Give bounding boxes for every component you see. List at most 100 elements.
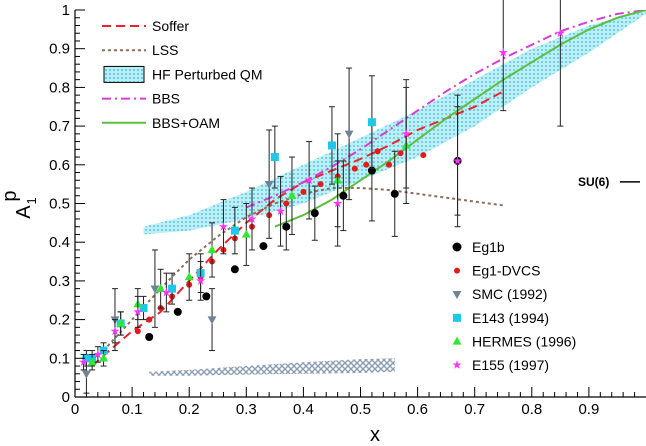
data-point [110, 326, 120, 336]
legend-marker [454, 267, 460, 274]
x-tick-label: 0.8 [521, 401, 542, 418]
svg-text:A1: A1 [13, 197, 39, 219]
legend-label: E155 (1997) [472, 357, 549, 373]
y-axis-title-main: A [13, 205, 35, 219]
data-point [99, 353, 108, 362]
data-point [282, 222, 291, 231]
legend-marker [453, 313, 461, 322]
x-tick-label: 0.7 [464, 401, 485, 418]
legend-item-eg1b: Eg1b [452, 239, 505, 255]
data-point [317, 181, 324, 188]
data-point [555, 28, 565, 38]
legend-item-lss: LSS [102, 42, 178, 58]
y-tick-label: 0.2 [49, 312, 70, 329]
legend-marker [452, 336, 462, 345]
data-point [161, 287, 171, 297]
legend-item-bbs: BBS [102, 91, 180, 107]
y-axis-title: A1 p [0, 190, 39, 218]
data-point [202, 292, 211, 301]
data-point [390, 189, 399, 198]
x-tick-label: 0.4 [293, 401, 314, 418]
data-point [156, 283, 166, 292]
y-tick-label: 1 [62, 2, 70, 19]
legend-swatch [103, 65, 145, 83]
data-point [82, 354, 91, 363]
data-point [401, 129, 411, 138]
annotation-su6: SU(6) [578, 175, 609, 189]
legend-label: HF Perturbed QM [152, 66, 262, 82]
data-point [93, 349, 103, 359]
x-tick-label: 0.3 [236, 401, 257, 418]
data-point [453, 156, 463, 165]
band-hf-perturbed-qm [143, 10, 646, 235]
legend-label: Soffer [152, 18, 189, 34]
series-e155-1997 [79, 0, 565, 371]
x-tick-label: 0.1 [122, 401, 143, 418]
legend-label: BBS [152, 91, 180, 107]
legend-item-hermes-1996: HERMES (1996) [452, 333, 576, 349]
data-point [133, 307, 143, 316]
y-axis-title-sub: 1 [24, 197, 39, 204]
data-point [241, 229, 251, 238]
data-point [230, 226, 239, 235]
data-point [397, 150, 404, 157]
y-axis-title-sup: p [0, 190, 21, 201]
y-tick-label: 0.8 [49, 79, 70, 96]
legend-item-e155-1997: E155 (1997) [452, 357, 549, 373]
y-tick-label: 0.5 [49, 196, 70, 213]
x-tick-label: 0.6 [407, 401, 428, 418]
annotations: SU(6) [578, 175, 640, 189]
data-point [270, 153, 279, 162]
data-point [259, 242, 268, 251]
data-point [87, 357, 97, 366]
data-point [145, 333, 154, 342]
legend-label: LSS [152, 42, 178, 58]
legend-item-e143-1994: E143 (1994) [453, 310, 549, 326]
data-point [351, 165, 358, 172]
bands-layer [143, 10, 646, 376]
y-tick-label: 0.3 [49, 273, 70, 290]
curve-bbs-oam [274, 10, 646, 228]
legend-label: HERMES (1996) [472, 333, 576, 349]
x-tick-label: 0.2 [179, 401, 200, 418]
x-tick-label: 0.9 [578, 401, 599, 418]
data-point [146, 316, 153, 323]
data-point [173, 307, 182, 316]
data-point [339, 191, 348, 200]
data-point [300, 188, 307, 195]
data-point [276, 206, 286, 216]
data-point [367, 118, 376, 127]
data-point [247, 214, 257, 223]
legend-label: E143 (1994) [472, 310, 549, 326]
data-point [264, 180, 274, 189]
legend-item-bbs-oam: BBS+OAM [102, 115, 220, 131]
data-point [150, 285, 160, 294]
data-point [134, 328, 141, 335]
y-tick-label: 0.6 [49, 157, 70, 174]
y-tick-label: 0.4 [49, 234, 70, 251]
x-axis-title: x [370, 424, 380, 446]
points-layer [79, 0, 565, 394]
data-point [386, 161, 393, 168]
legend-marker [452, 360, 462, 369]
data-point [420, 152, 427, 159]
y-tick-label: 0 [62, 389, 70, 406]
data-point [79, 357, 89, 367]
y-tick-label: 0.7 [49, 118, 70, 135]
data-point [327, 141, 336, 150]
data-point [374, 148, 381, 155]
legend-item-soffer: Soffer [102, 18, 189, 34]
y-ticks: 0 0.1 0.2 0.3 0.4 0.5 0.6 0.7 0.8 0.9 1 [49, 2, 85, 406]
legend-marker [452, 242, 462, 252]
data-point [230, 265, 239, 274]
legend-marker [452, 291, 462, 299]
curve-bbs [245, 10, 646, 209]
x-tick-label: 0.5 [350, 401, 371, 418]
legend-item-hf-perturbed-qm: HF Perturbed QM [103, 65, 262, 83]
legend-item-eg1-dvcs: Eg1-DVCS [454, 263, 540, 279]
data-point [116, 318, 126, 327]
data-point [344, 130, 354, 139]
legend-label: BBS+OAM [152, 115, 220, 131]
data-point [168, 284, 177, 293]
data-point [304, 175, 314, 185]
